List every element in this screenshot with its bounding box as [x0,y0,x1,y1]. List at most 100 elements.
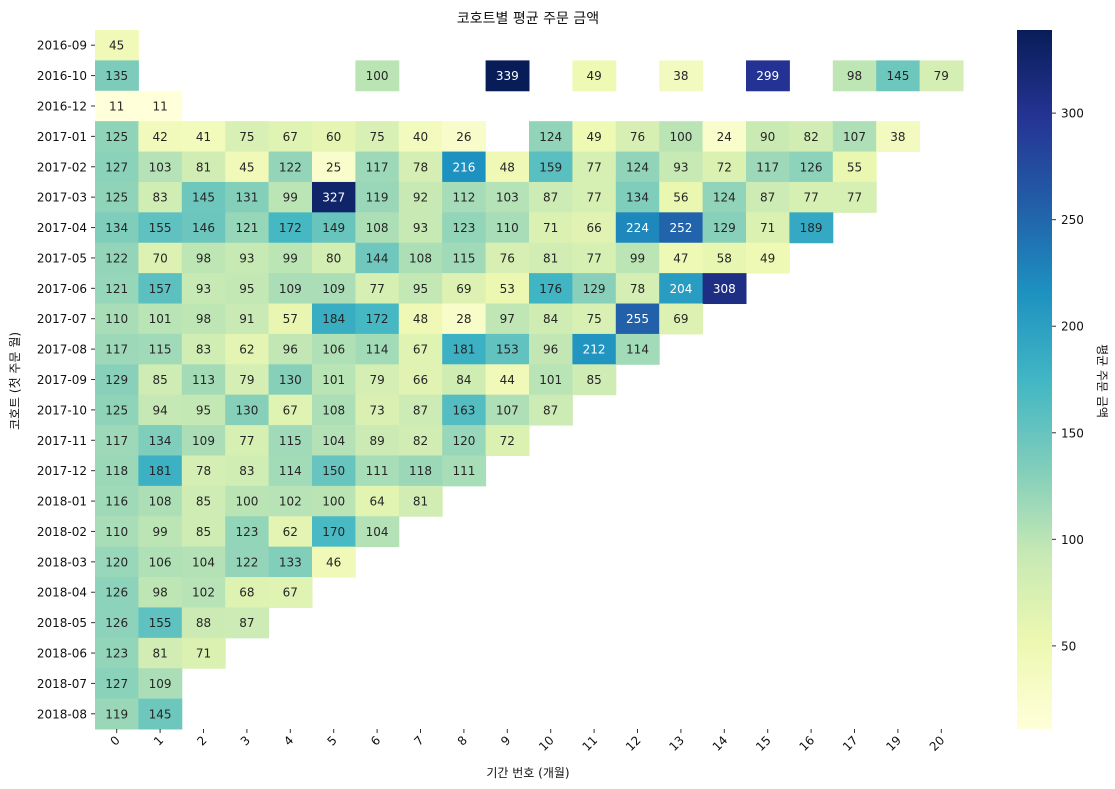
heatmap-cell [485,151,530,183]
cell-value-label: 172 [366,312,389,326]
heatmap-cell [268,364,313,396]
heatmap-cell [355,242,400,274]
x-tick-label: 20 [927,733,948,754]
cell-value-label: 120 [452,434,475,448]
cell-value-label: 87 [543,403,558,417]
cell-value-label: 80 [326,251,341,265]
cell-value-label: 62 [283,525,298,539]
cell-value-label: 155 [149,221,172,235]
cell-value-label: 134 [149,434,172,448]
y-axis-label: 코호트 (첫 주문 월) [8,332,22,430]
cell-value-label: 119 [105,707,128,721]
cell-value-label: 113 [192,373,215,387]
cell-value-label: 184 [322,312,345,326]
heatmap-cell [572,60,617,92]
heatmap-cell [789,121,834,153]
heatmap-cell [138,242,183,274]
cell-value-label: 224 [626,221,649,235]
x-tick-label: 1 [151,733,166,748]
x-tick-label: 13 [666,733,687,754]
heatmap-cell [485,303,530,335]
cell-value-label: 88 [196,616,211,630]
colorbar-tick-label: 300 [1061,107,1084,121]
heatmap-cell [181,394,226,426]
heatmap-cell [876,60,921,92]
cell-value-label: 79 [369,373,384,387]
cell-value-label: 111 [452,464,475,478]
heatmap-cell [95,333,139,365]
heatmap-cell [312,121,356,153]
heatmap-cell [181,637,226,669]
x-tick-label: 12 [623,733,644,754]
y-tick-label: 2017-12 [37,464,87,478]
cell-value-label: 77 [586,160,601,174]
heatmap-cell [95,273,139,305]
cell-value-label: 49 [760,251,775,265]
heatmap-cell [225,485,270,517]
x-tick-label: 14 [710,733,731,754]
cell-value-label: 110 [105,312,128,326]
heatmap-cell [615,121,660,153]
heatmap-cell [138,303,183,335]
heatmap-cell [138,425,183,456]
heatmap-cell [268,577,313,608]
x-tick-label: 15 [753,733,774,754]
heatmap-cell [355,151,400,183]
heatmap-cell [225,607,270,639]
heatmap-cell [572,181,617,213]
heatmap-cell [832,181,877,213]
y-tick-label: 2018-02 [37,525,87,539]
heatmap-cell [225,455,270,487]
cell-value-label: 11 [109,99,124,113]
heatmap-cell [268,333,313,365]
heatmap-cell [95,151,139,183]
heatmap-cell [312,394,356,426]
heatmap-cell [268,485,313,517]
cell-value-label: 38 [890,130,905,144]
heatmap-cell [225,394,270,426]
heatmap-cell [95,60,139,92]
cell-value-label: 117 [756,160,779,174]
heatmap-cell [268,546,313,578]
cell-value-label: 93 [239,251,254,265]
heatmap-cell [529,181,573,213]
heatmap-cell [225,425,270,456]
cell-value-label: 124 [626,160,649,174]
heatmap-cell [615,273,660,305]
heatmap-cell [832,121,877,153]
cell-value-label: 58 [717,251,732,265]
cell-value-label: 125 [105,403,128,417]
y-tick-label: 2018-01 [37,495,87,509]
cell-value-label: 181 [452,343,475,357]
cell-value-label: 67 [283,403,298,417]
cell-value-label: 84 [456,373,471,387]
heatmap-cell [181,151,226,183]
heatmap-cell [225,181,270,213]
cell-value-label: 45 [109,39,124,53]
heatmap-cell [95,121,139,153]
heatmap-cell [355,394,400,426]
cell-value-label: 83 [239,464,254,478]
y-tick-label: 2017-07 [37,312,87,326]
heatmap-cell [312,333,356,365]
heatmap-cell [746,212,790,244]
heatmap-cell [529,151,573,183]
heatmap-cell [268,181,313,213]
cell-value-label: 126 [800,160,823,174]
heatmap-cell [746,151,790,183]
cell-value-label: 252 [669,221,692,235]
cell-value-label: 123 [452,221,475,235]
heatmap-cell [702,273,747,305]
heatmap-cell [572,333,617,365]
heatmap-cell [181,181,226,213]
cell-value-label: 95 [196,403,211,417]
y-tick-label: 2018-03 [37,555,87,569]
heatmap-cell [95,364,139,396]
cell-value-label: 66 [413,373,428,387]
heatmap-cell [529,121,573,153]
cell-value-label: 73 [369,403,384,417]
cell-value-label: 78 [630,282,645,296]
heatmap-cell [181,121,226,153]
heatmap-cell [312,181,356,213]
